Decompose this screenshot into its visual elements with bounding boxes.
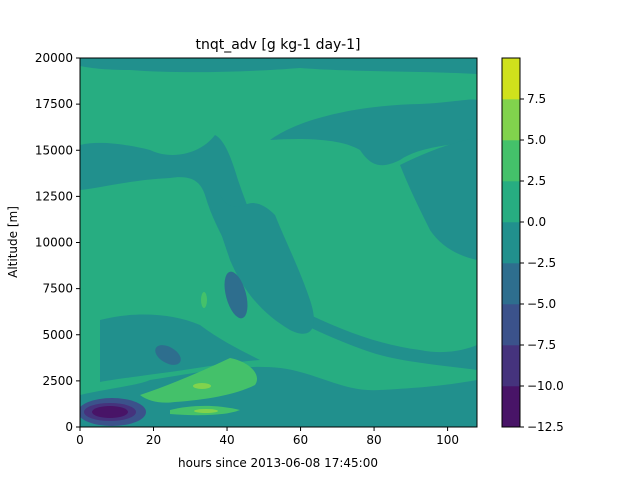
contour-band-pos-5 xyxy=(193,383,218,413)
y-axis: 0 2500 5000 7500 10000 12500 15000 17500 20000 xyxy=(35,51,80,434)
colorbar-band xyxy=(502,222,520,264)
contour-region-central-column xyxy=(205,195,314,334)
plot-area xyxy=(80,58,477,427)
x-tick-label: 100 xyxy=(436,433,459,447)
contour-region-upper-layer xyxy=(80,58,477,74)
contour-region-right-band xyxy=(400,138,477,260)
colorbar-band xyxy=(502,386,520,428)
x-tick-label: 40 xyxy=(219,433,234,447)
y-tick-label: 17500 xyxy=(35,97,73,111)
contour-region-central-blob xyxy=(224,271,248,319)
colorbar-tick-label: 5.0 xyxy=(527,133,546,147)
x-tick-label: 0 xyxy=(76,433,84,447)
contour-band-neg-2.5 xyxy=(80,58,477,427)
colorbar-tick-label: −10.0 xyxy=(527,379,564,393)
x-axis-label: hours since 2013-06-08 17:45:00 xyxy=(178,456,378,470)
contour-region-positive-lobe xyxy=(140,358,258,403)
colorbar-tick-label: −2.5 xyxy=(527,256,556,270)
colorbar-band xyxy=(502,304,520,346)
colorbar: −12.5 −10.0 −7.5 −5.0 −2.5 0.0 2.5 5.0 7.5 xyxy=(501,57,564,434)
contour-region-min-core xyxy=(100,409,120,415)
x-axis: 0 20 40 60 80 100 xyxy=(76,427,459,447)
contour-region-small-lobe xyxy=(201,292,207,308)
y-tick-label: 5000 xyxy=(42,328,73,342)
y-axis-label: Altitude [m] xyxy=(6,206,20,278)
y-tick-label: 15000 xyxy=(35,143,73,157)
contour-band-surface-minimum xyxy=(80,398,146,426)
colorbar-band xyxy=(502,181,520,223)
colorbar-frame xyxy=(501,57,521,428)
x-tick-label: 20 xyxy=(146,433,161,447)
y-tick-label: 12500 xyxy=(35,189,73,203)
y-tick-label: 10000 xyxy=(35,236,73,250)
colorbar-band xyxy=(502,263,520,305)
y-tick-label: 2500 xyxy=(42,374,73,388)
colorbar-tick-label: −12.5 xyxy=(527,420,564,434)
colorbar-tick-label: 0.0 xyxy=(527,215,546,229)
x-tick-label: 60 xyxy=(293,433,308,447)
contour-region-peak xyxy=(193,383,211,389)
colorbar-tick-label: 2.5 xyxy=(527,174,546,188)
colorbar-tick-label: −5.0 xyxy=(527,297,556,311)
y-tick-label: 0 xyxy=(65,420,73,434)
colorbar-tick-label: 7.5 xyxy=(527,92,546,106)
contour-region-lower-blob xyxy=(155,345,181,365)
y-tick-label: 7500 xyxy=(42,282,73,296)
colorbar-band xyxy=(502,99,520,141)
contour-region-surface-peak xyxy=(194,409,218,413)
chart-title: tnqt_adv [g kg-1 day-1] xyxy=(195,37,360,53)
colorbar-band xyxy=(502,345,520,387)
x-tick-label: 80 xyxy=(366,433,381,447)
colorbar-tick-label: −7.5 xyxy=(527,338,556,352)
colorbar-band xyxy=(502,140,520,182)
colorbar-band xyxy=(502,58,520,100)
contour-region-lower-layer xyxy=(100,314,260,382)
contour-region-upper-mid xyxy=(270,99,477,166)
y-tick-label: 20000 xyxy=(35,51,73,65)
contour-band-neg-5 xyxy=(155,271,248,365)
